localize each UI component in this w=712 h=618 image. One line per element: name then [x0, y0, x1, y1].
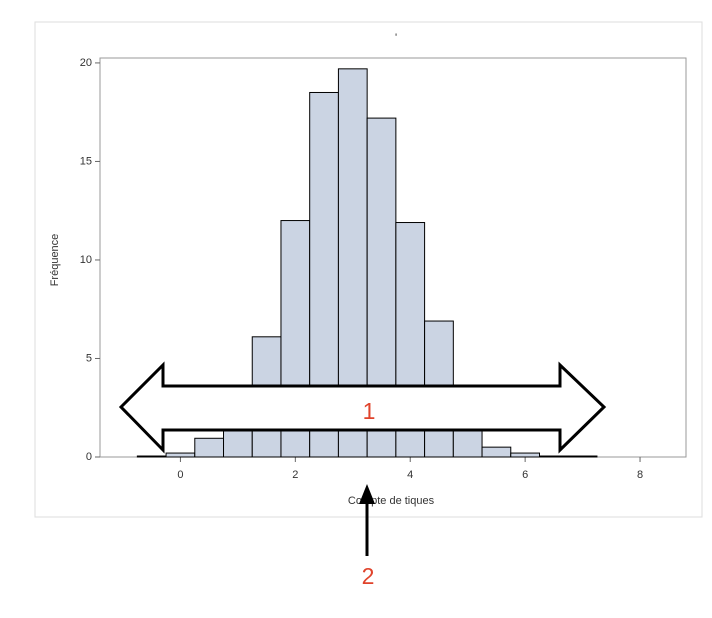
bar — [567, 455, 598, 458]
y-tick-label: 5 — [86, 352, 92, 364]
x-tick-label: 2 — [292, 469, 298, 481]
bar — [539, 455, 569, 458]
y-axis-label: Fréquence — [49, 234, 61, 287]
x-tick-label: 0 — [177, 469, 183, 481]
y-tick-label: 10 — [80, 254, 92, 266]
annotation-label: 1 — [363, 398, 376, 424]
bar — [194, 437, 225, 458]
bar — [510, 452, 540, 458]
y-tick-label: 20 — [80, 57, 92, 69]
x-tick-label: 8 — [637, 469, 643, 481]
y-tick-label: 15 — [80, 155, 92, 167]
annotation-label: 2 — [362, 563, 375, 589]
y-tick-label: 0 — [86, 451, 92, 463]
chart-title: ' — [395, 32, 397, 44]
double-arrow — [118, 361, 607, 454]
x-tick-label: 6 — [522, 469, 528, 481]
bar — [481, 446, 512, 458]
pointer-arrow-head — [359, 484, 375, 504]
annotation-layer: 1 2 — [118, 361, 607, 589]
bar — [165, 452, 196, 458]
x-tick-label: 4 — [407, 469, 413, 481]
bar — [136, 455, 167, 458]
